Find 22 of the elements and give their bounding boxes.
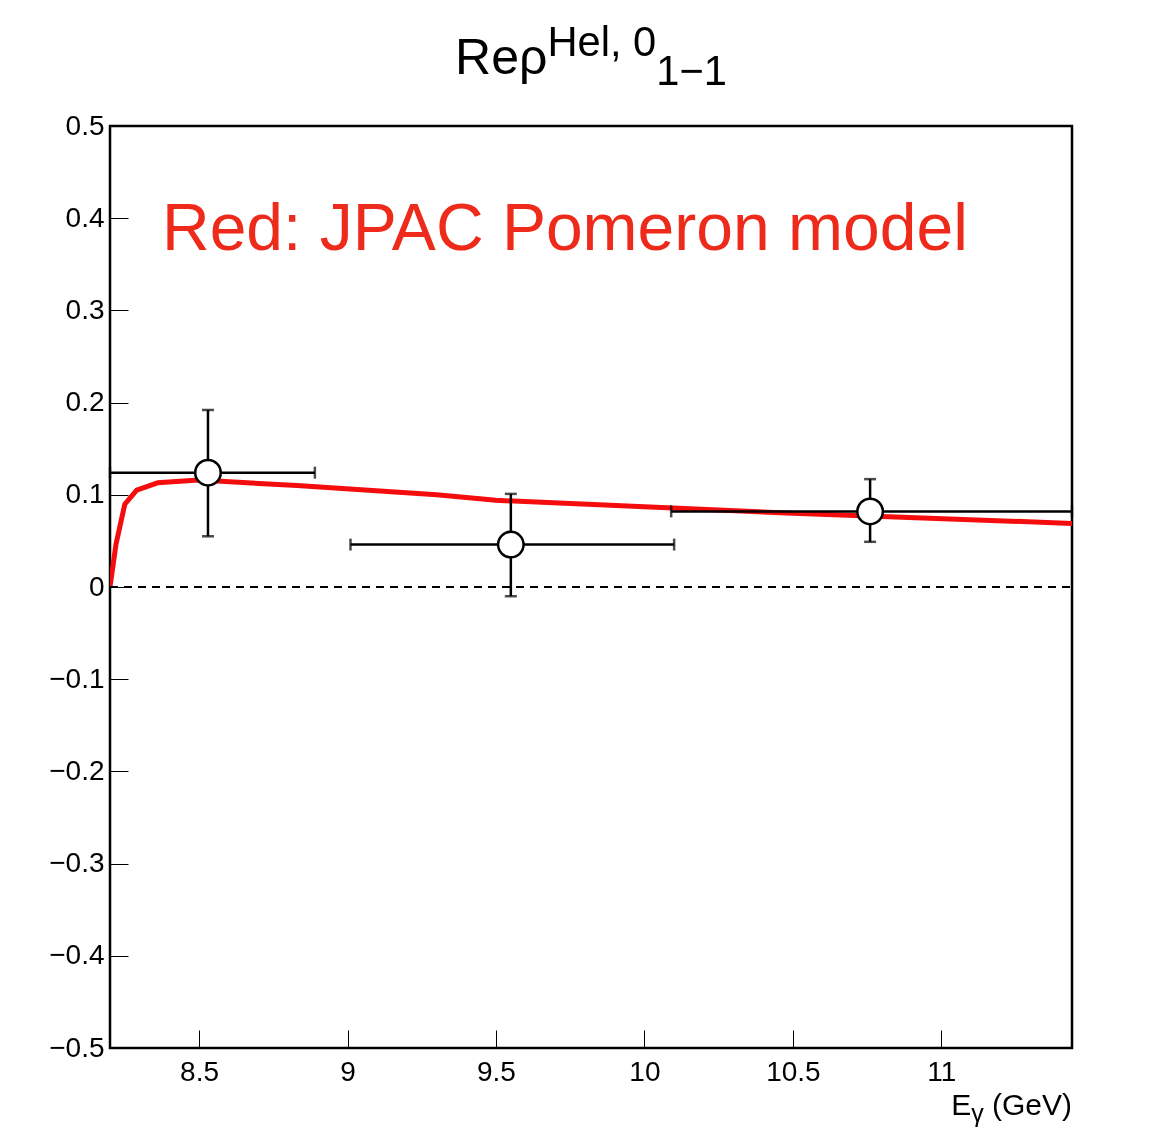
x-tick-label: 8.5 xyxy=(180,1055,220,1087)
y-tick-label: −0.1 xyxy=(49,662,105,694)
x-tick-label: 10 xyxy=(629,1055,661,1087)
x-axis-title: E$_{γ}$ (GeV) xyxy=(951,1088,1072,1128)
annotation: Red: JPAC Pomeron model xyxy=(162,190,968,264)
y-tick-label: −0.5 xyxy=(49,1031,105,1063)
x-tick-label: 9 xyxy=(340,1055,356,1087)
y-tick-label: −0.4 xyxy=(49,939,105,971)
x-tick-label: 9.5 xyxy=(477,1055,516,1087)
x-tick-label: 10.5 xyxy=(766,1055,821,1087)
x-tick-label: 11 xyxy=(927,1055,957,1087)
y-tick-label: 0.4 xyxy=(65,201,105,233)
y-tick-label: 0.3 xyxy=(65,293,105,325)
y-tick-label: 0.1 xyxy=(65,478,105,510)
y-tick-label: −0.3 xyxy=(49,847,105,879)
y-tick-label: −0.2 xyxy=(49,754,105,786)
y-tick-label: 0.2 xyxy=(65,386,105,418)
y-tick-label: 0 xyxy=(88,570,105,602)
point xyxy=(193,458,222,487)
point xyxy=(496,530,525,559)
point xyxy=(856,497,885,526)
y-tick-label: 0.5 xyxy=(65,109,105,141)
